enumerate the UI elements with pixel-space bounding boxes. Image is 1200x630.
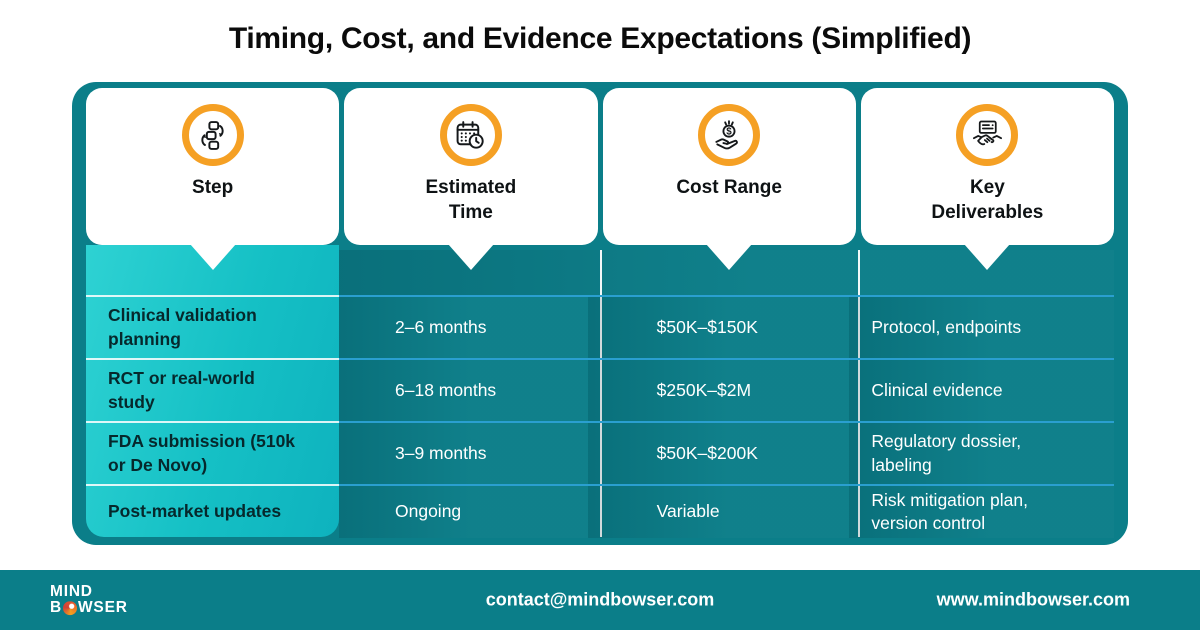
cell-deliverables: Clinical evidence: [849, 358, 1115, 421]
column-label: Estimated Time: [425, 177, 517, 223]
cell-deliverables: Regulatory dossier, labeling: [849, 421, 1115, 484]
cell-deliverables: Protocol, endpoints: [849, 295, 1115, 358]
mindbowser-logo: MIND B WSER: [50, 584, 128, 616]
cell-time: 6–18 months: [339, 358, 588, 421]
dollar-glyph: $: [726, 126, 732, 137]
cell-step: Clinical validation planning: [86, 295, 339, 358]
cell-deliverables: Risk mitigation plan, version control: [849, 484, 1115, 538]
logo-text-wser: WSER: [78, 599, 128, 616]
cell-cost: $50K–$150K: [587, 295, 850, 358]
cell-step: FDA submission (510k or De Novo): [86, 421, 339, 484]
table-row: Post-market updates Ongoing Variable Ris…: [86, 484, 1115, 538]
table-row: Clinical validation planning 2–6 months …: [86, 295, 1115, 358]
table-row: FDA submission (510k or De Novo) 3–9 mon…: [86, 421, 1115, 484]
column-header-time: Estimated Time: [344, 88, 598, 270]
column-label: Key Deliverables: [931, 177, 1044, 223]
cell-step: Post-market updates: [86, 484, 339, 538]
cell-cost: Variable: [587, 484, 850, 538]
logo-text-b: B: [50, 599, 62, 616]
cell-cost: $50K–$200K: [587, 421, 850, 484]
page-title: Timing, Cost, and Evidence Expectations …: [228, 22, 972, 55]
workflow-icon: [181, 104, 244, 166]
website-url: www.mindbowser.com: [936, 589, 1130, 610]
logo-swirl-icon: [63, 600, 77, 615]
header-notch: [706, 244, 753, 270]
step-column-background: [86, 245, 339, 537]
column-divider: [858, 250, 860, 537]
logo-text-line2: B WSER: [50, 600, 128, 616]
cell-time: Ongoing: [339, 484, 588, 538]
table-header-row: Step Estimated Time: [86, 88, 1114, 270]
cell-step: RCT or real-world study: [86, 358, 339, 421]
footer: MIND B WSER contact@mindbowser.com www.m…: [0, 570, 1200, 630]
handshake-icon: [956, 104, 1019, 166]
cell-time: 3–9 months: [339, 421, 588, 484]
table-row: RCT or real-world study 6–18 months $250…: [86, 358, 1115, 421]
calendar-clock-icon: [439, 104, 502, 166]
header-notch: [189, 244, 236, 270]
column-label: Cost Range: [676, 177, 782, 198]
column-divider: [600, 250, 602, 537]
hand-money-icon: $: [698, 104, 761, 166]
contact-email: contact@mindbowser.com: [485, 589, 715, 610]
table-body: Clinical validation planning 2–6 months …: [86, 295, 1115, 538]
column-header-deliverables: Key Deliverables: [860, 88, 1114, 270]
table-panel: Step Estimated Time: [72, 82, 1128, 545]
column-header-step: Step: [86, 88, 340, 270]
cell-time: 2–6 months: [339, 295, 588, 358]
header-notch: [964, 244, 1011, 270]
logo-text-line1: MIND: [50, 583, 93, 601]
cell-cost: $250K–$2M: [587, 358, 850, 421]
header-notch: [447, 244, 494, 270]
column-header-cost: $ Cost Range: [602, 88, 856, 270]
column-label: Step: [192, 177, 234, 198]
